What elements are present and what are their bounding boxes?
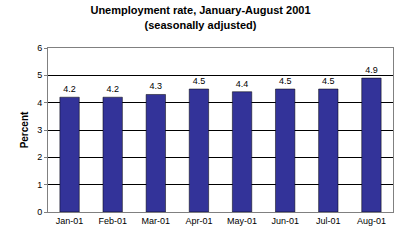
svg-text:2: 2	[37, 152, 42, 162]
svg-text:4.5: 4.5	[322, 76, 335, 86]
svg-text:6: 6	[37, 43, 42, 53]
svg-text:4.3: 4.3	[150, 81, 163, 91]
svg-text:4.2: 4.2	[63, 84, 76, 94]
svg-text:5: 5	[37, 70, 42, 80]
svg-text:Jan-01: Jan-01	[56, 216, 84, 226]
svg-text:Feb-01: Feb-01	[98, 216, 127, 226]
svg-text:4.4: 4.4	[236, 79, 249, 89]
svg-text:3: 3	[37, 125, 42, 135]
svg-text:Apr-01: Apr-01	[185, 216, 212, 226]
svg-text:Jul-01: Jul-01	[316, 216, 341, 226]
svg-text:Mar-01: Mar-01	[142, 216, 171, 226]
svg-text:Unemployment rate, January-Aug: Unemployment rate, January-August 2001(s…	[90, 4, 310, 30]
svg-text:4.5: 4.5	[193, 76, 206, 86]
svg-text:4.5: 4.5	[279, 76, 292, 86]
svg-text:May-01: May-01	[227, 216, 257, 226]
svg-text:4: 4	[37, 98, 42, 108]
svg-text:Jun-01: Jun-01	[271, 216, 299, 226]
svg-text:1: 1	[37, 180, 42, 190]
svg-text:Aug-01: Aug-01	[357, 216, 386, 226]
svg-text:0: 0	[37, 207, 42, 217]
svg-text:4.2: 4.2	[106, 84, 119, 94]
svg-text:4.9: 4.9	[365, 65, 378, 75]
svg-text:Percent: Percent	[19, 111, 30, 148]
